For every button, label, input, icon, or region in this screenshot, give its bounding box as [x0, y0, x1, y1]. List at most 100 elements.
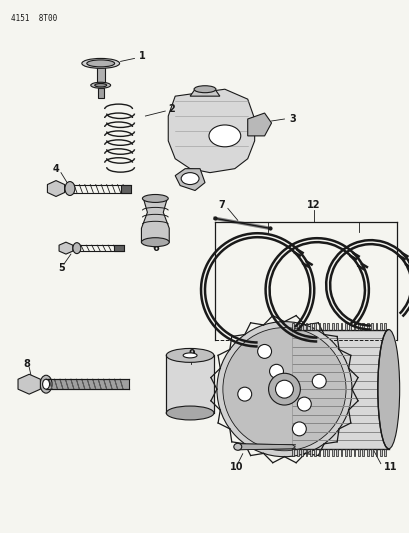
Ellipse shape [275, 380, 293, 398]
Text: 11: 11 [383, 462, 396, 472]
Ellipse shape [183, 353, 197, 358]
Polygon shape [296, 322, 298, 329]
Polygon shape [59, 242, 73, 254]
Ellipse shape [90, 82, 110, 88]
Ellipse shape [377, 329, 399, 449]
Polygon shape [375, 322, 376, 329]
Polygon shape [335, 449, 337, 456]
Polygon shape [322, 449, 324, 456]
Polygon shape [370, 449, 372, 456]
Polygon shape [370, 322, 372, 329]
Polygon shape [296, 449, 298, 456]
Polygon shape [340, 449, 342, 456]
Polygon shape [18, 374, 40, 394]
Polygon shape [314, 449, 315, 456]
Polygon shape [322, 322, 324, 329]
Ellipse shape [87, 60, 115, 67]
Ellipse shape [193, 86, 216, 93]
Polygon shape [379, 322, 381, 329]
Polygon shape [309, 449, 311, 456]
Text: 2: 2 [168, 104, 175, 114]
Polygon shape [292, 449, 293, 456]
Polygon shape [97, 88, 103, 98]
Ellipse shape [222, 328, 345, 451]
Ellipse shape [43, 379, 49, 389]
Ellipse shape [166, 349, 213, 362]
Polygon shape [247, 113, 271, 136]
Polygon shape [357, 322, 359, 329]
Polygon shape [305, 322, 306, 329]
Ellipse shape [297, 397, 310, 411]
Polygon shape [314, 322, 315, 329]
Polygon shape [190, 89, 219, 96]
Ellipse shape [166, 406, 213, 420]
Polygon shape [353, 322, 355, 329]
Ellipse shape [82, 59, 119, 68]
Polygon shape [46, 379, 128, 389]
Polygon shape [113, 245, 123, 251]
Text: 6: 6 [152, 243, 159, 253]
Ellipse shape [65, 182, 75, 196]
Polygon shape [379, 449, 381, 456]
Polygon shape [309, 322, 311, 329]
Text: 3: 3 [289, 114, 295, 124]
Polygon shape [166, 356, 213, 413]
Polygon shape [301, 322, 302, 329]
Ellipse shape [73, 243, 81, 254]
Polygon shape [292, 329, 388, 449]
Polygon shape [362, 322, 363, 329]
Text: 7: 7 [217, 200, 224, 211]
Polygon shape [331, 322, 333, 329]
Polygon shape [47, 181, 65, 197]
Polygon shape [353, 449, 355, 456]
Polygon shape [366, 449, 368, 456]
Polygon shape [141, 198, 169, 242]
Polygon shape [168, 89, 254, 173]
Polygon shape [344, 449, 346, 456]
Polygon shape [327, 449, 328, 456]
Polygon shape [375, 449, 376, 456]
Polygon shape [331, 449, 333, 456]
Ellipse shape [312, 374, 326, 388]
Polygon shape [318, 322, 320, 329]
Polygon shape [301, 449, 302, 456]
Polygon shape [357, 449, 359, 456]
Text: 8: 8 [23, 359, 30, 369]
Polygon shape [335, 322, 337, 329]
Ellipse shape [141, 238, 169, 247]
Text: 12: 12 [307, 200, 320, 211]
Text: 9: 9 [188, 350, 194, 359]
Text: 10: 10 [229, 462, 243, 472]
Ellipse shape [237, 387, 251, 401]
Ellipse shape [181, 173, 198, 184]
Polygon shape [318, 449, 320, 456]
Ellipse shape [209, 125, 240, 147]
Polygon shape [348, 322, 350, 329]
Polygon shape [383, 449, 385, 456]
Ellipse shape [216, 321, 351, 457]
Polygon shape [305, 449, 306, 456]
Ellipse shape [257, 344, 271, 358]
Text: 1: 1 [138, 51, 145, 61]
Polygon shape [175, 168, 204, 190]
Polygon shape [237, 444, 294, 450]
Polygon shape [120, 184, 130, 192]
Ellipse shape [269, 365, 283, 378]
Text: 4151  8T00: 4151 8T00 [11, 14, 57, 23]
Ellipse shape [268, 373, 300, 405]
Ellipse shape [142, 195, 168, 203]
Polygon shape [383, 322, 385, 329]
Polygon shape [344, 322, 346, 329]
Polygon shape [327, 322, 328, 329]
Ellipse shape [292, 422, 306, 436]
Text: 5: 5 [58, 263, 65, 273]
Text: 4: 4 [53, 164, 60, 174]
Polygon shape [340, 322, 342, 329]
Polygon shape [366, 322, 368, 329]
Polygon shape [362, 449, 363, 456]
Ellipse shape [233, 443, 241, 450]
Polygon shape [348, 449, 350, 456]
Polygon shape [97, 67, 104, 85]
Ellipse shape [94, 84, 106, 87]
Ellipse shape [40, 375, 52, 393]
